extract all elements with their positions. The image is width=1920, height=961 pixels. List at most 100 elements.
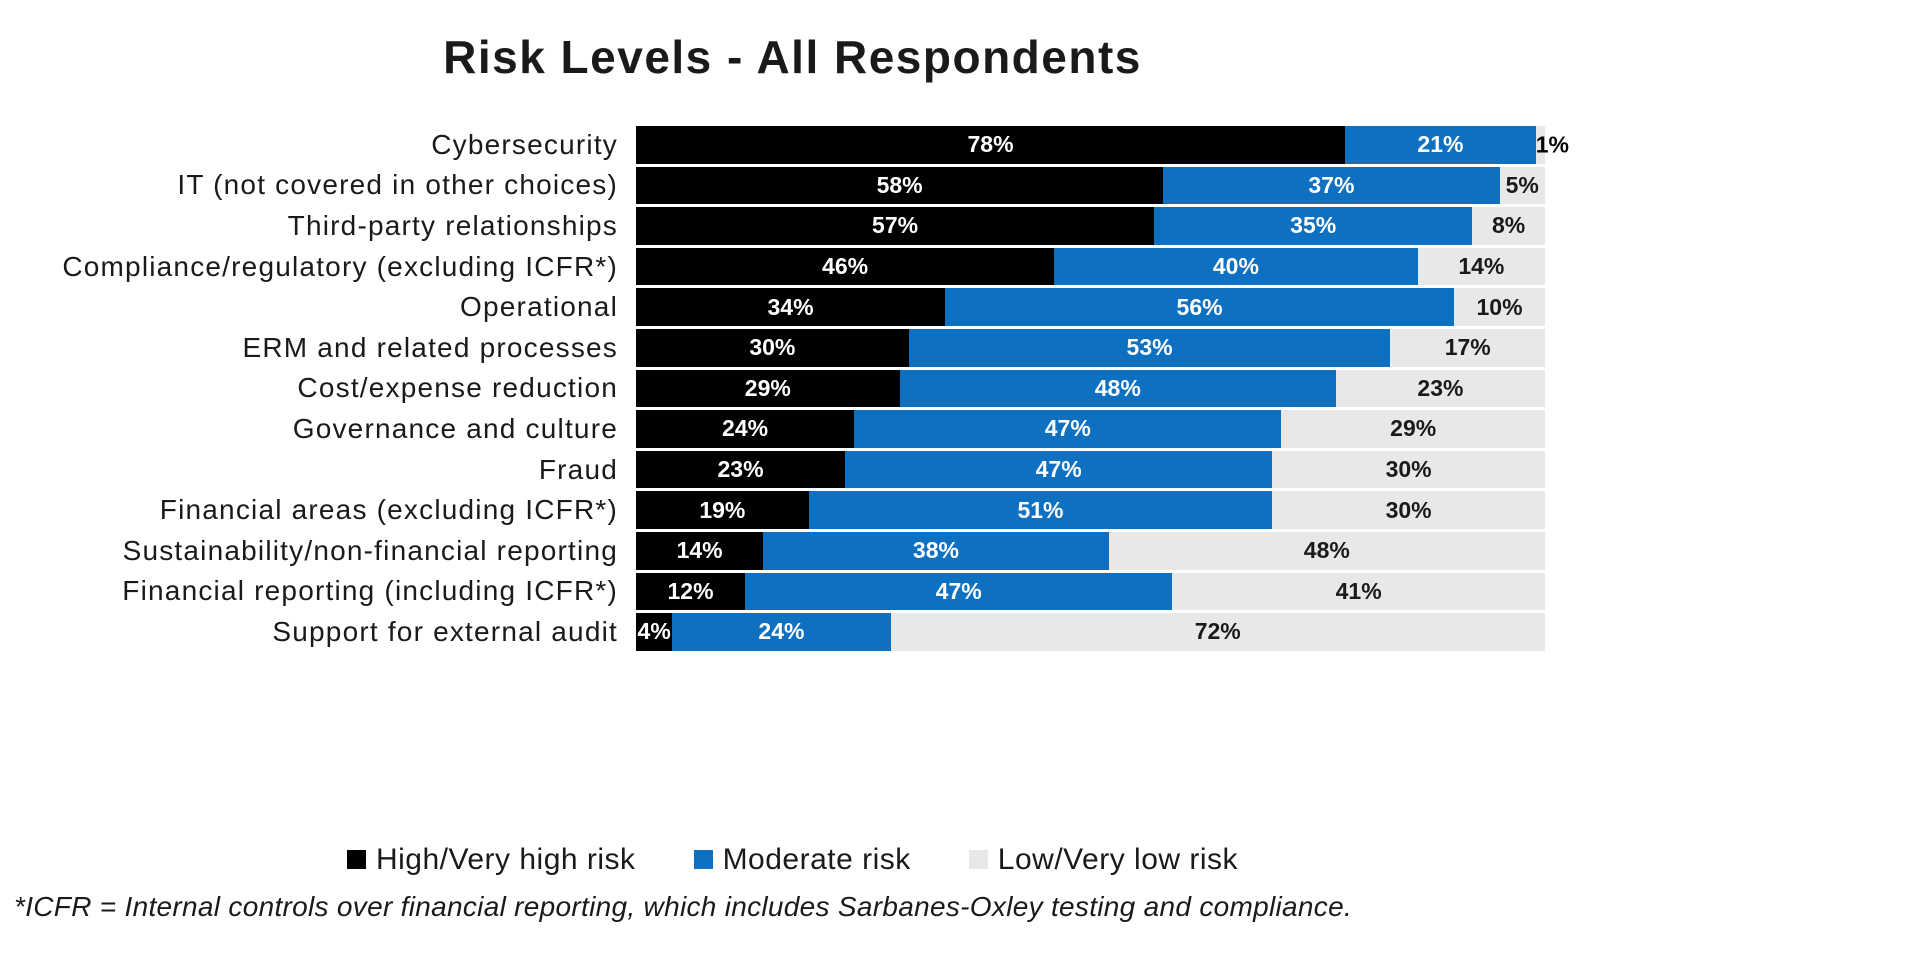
category-label: Sustainability/non-financial reporting: [122, 534, 618, 566]
bar-row: IT (not covered in other choices) 58% 37% 5…: [20, 166, 1565, 205]
low-risk-segment: 10%: [1454, 288, 1545, 326]
category-label: Governance and culture: [292, 412, 618, 444]
bar-track: 23% 47% 30%: [636, 450, 1545, 489]
value-label: 46%: [822, 253, 869, 280]
bar-row: Financial areas (excluding ICFR*) 19% 51% 3…: [20, 491, 1565, 529]
bar-track: 58% 37% 5%: [636, 166, 1545, 205]
legend-swatch-low-risk: [968, 850, 988, 870]
bar-track: 12% 47% 41%: [636, 572, 1545, 611]
bar-row: Governance and culture 24% 47% 29%: [20, 410, 1565, 448]
category-label: Compliance/regulatory (excluding ICFR*): [62, 250, 618, 282]
category-label: Cybersecurity: [431, 128, 618, 160]
value-label: 53%: [1126, 334, 1173, 361]
value-label: 51%: [1017, 496, 1064, 523]
value-label: 10%: [1476, 293, 1523, 320]
moderate-risk-segment: 21%: [1345, 126, 1536, 164]
bar-row: Cybersecurity 78% 21% 1%: [20, 126, 1569, 164]
value-label: 5%: [1505, 171, 1539, 198]
bar-row: Operational 34% 56% 10%: [20, 288, 1565, 326]
bar-track: 34% 56% 10%: [636, 288, 1545, 326]
high-risk-segment: 30%: [636, 328, 909, 367]
value-label: 38%: [912, 537, 959, 564]
value-label: 23%: [1417, 374, 1464, 401]
low-risk-segment: 23%: [1335, 369, 1545, 408]
low-risk-segment: 14%: [1417, 247, 1545, 286]
high-risk-segment: 46%: [636, 247, 1055, 286]
bar-row: Support for external audit 4% 24% 72%: [20, 613, 1565, 651]
bar-row: Compliance/regulatory (excluding ICFR*) 4…: [20, 247, 1565, 286]
category-label: Cost/expense reduction: [297, 372, 618, 404]
bar-track: 4% 24% 72%: [636, 613, 1545, 651]
moderate-risk-segment: 35%: [1154, 207, 1473, 245]
bar-track: 46% 40% 14%: [636, 247, 1545, 286]
value-label: 17%: [1444, 334, 1491, 361]
value-label: 56%: [1176, 293, 1223, 320]
low-risk-segment: 41%: [1172, 572, 1545, 611]
bar-row: Cost/expense reduction 29% 48% 23%: [20, 369, 1565, 408]
footnote: *ICFR = Internal controls over financial…: [14, 890, 1353, 922]
low-risk-segment: 48%: [1108, 531, 1545, 570]
high-risk-segment: 34%: [636, 288, 946, 326]
category-label: ERM and related processes: [242, 331, 618, 363]
value-label: 47%: [935, 577, 982, 604]
legend-item-moderate-risk: Moderate risk: [693, 842, 911, 877]
value-label: 48%: [1094, 374, 1141, 401]
value-label: 24%: [758, 618, 805, 645]
value-label: 23%: [717, 456, 764, 483]
value-label: 12%: [667, 577, 714, 604]
bar-track: 24% 47% 29%: [636, 410, 1545, 448]
chart-wrapper: Risk Levels - All Respondents Cybersecur…: [20, 0, 1569, 877]
value-label: 57%: [872, 212, 919, 239]
high-risk-segment: 14%: [636, 531, 764, 570]
high-risk-segment: 23%: [636, 450, 846, 489]
category-label: Financial areas (excluding ICFR*): [159, 494, 618, 526]
moderate-risk-segment: 56%: [945, 288, 1455, 326]
value-label: 41%: [1335, 577, 1382, 604]
value-label: 21%: [1417, 131, 1464, 158]
moderate-risk-segment: 51%: [808, 491, 1273, 529]
bar-track: 30% 53% 17%: [636, 328, 1545, 367]
high-risk-segment: 24%: [636, 410, 855, 448]
value-label: 78%: [967, 131, 1014, 158]
value-label: 29%: [1390, 415, 1437, 442]
legend-label-low-risk: Low/Very low risk: [997, 842, 1239, 876]
high-risk-segment: 12%: [636, 572, 746, 611]
low-risk-segment: 30%: [1272, 491, 1545, 529]
value-label: 29%: [744, 374, 791, 401]
value-label: 58%: [876, 171, 923, 198]
bar-row: Third-party relationships 57% 35% 8%: [20, 207, 1565, 245]
value-label: 40%: [1212, 253, 1259, 280]
value-label: 24%: [722, 415, 769, 442]
legend: High/Very high risk Moderate risk Low/Ve…: [20, 843, 1565, 877]
category-label: Third-party relationships: [287, 209, 618, 241]
low-risk-segment: 30%: [1272, 450, 1545, 489]
moderate-risk-segment: 47%: [845, 450, 1273, 489]
category-label: IT (not covered in other choices): [177, 169, 618, 201]
chart-title: Risk Levels - All Respondents: [443, 31, 1142, 83]
value-label: 30%: [1385, 496, 1432, 523]
moderate-risk-segment: 47%: [745, 572, 1173, 611]
bar-row: Financial reporting (including ICFR*) 12%…: [20, 572, 1565, 611]
bar-row: ERM and related processes 30% 53% 17%: [20, 328, 1565, 367]
legend-swatch-moderate-risk: [693, 850, 713, 870]
moderate-risk-segment: 37%: [1163, 166, 1500, 205]
low-risk-segment: 5%: [1499, 166, 1545, 205]
legend-label-moderate-risk: Moderate risk: [722, 842, 911, 876]
high-risk-segment: 19%: [636, 491, 809, 529]
high-risk-segment: 78%: [636, 126, 1346, 164]
moderate-risk-segment: 40%: [1054, 247, 1418, 286]
value-label: 8%: [1492, 212, 1526, 239]
moderate-risk-segment: 47%: [854, 410, 1282, 448]
value-label: 47%: [1044, 415, 1091, 442]
low-risk-segment: 17%: [1390, 328, 1545, 367]
legend-swatch-high-risk: [346, 850, 366, 870]
stacked-bar-chart: Cybersecurity 78% 21% 1% IT (not covered in …: [20, 126, 1569, 651]
legend-label-high-risk: High/Very high risk: [375, 842, 636, 876]
moderate-risk-segment: 53%: [908, 328, 1391, 367]
value-label: 35%: [1290, 212, 1337, 239]
bar-row: Sustainability/non-financial reporting 14…: [20, 531, 1565, 570]
bar-track: 14% 38% 48%: [636, 531, 1545, 570]
bar-track: 57% 35% 8%: [636, 207, 1545, 245]
high-risk-segment: 58%: [636, 166, 1164, 205]
